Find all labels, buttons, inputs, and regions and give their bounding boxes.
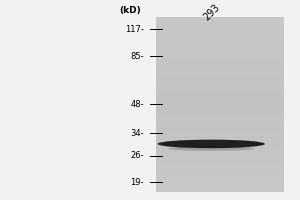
Bar bbox=[156, 70, 284, 73]
Bar bbox=[156, 61, 284, 64]
Bar bbox=[156, 104, 284, 107]
Bar bbox=[156, 46, 284, 49]
Bar bbox=[156, 20, 284, 23]
Bar bbox=[156, 38, 284, 41]
Bar bbox=[156, 186, 284, 189]
Bar bbox=[156, 35, 284, 38]
Bar bbox=[156, 134, 284, 136]
Text: 19-: 19- bbox=[130, 178, 144, 187]
Bar bbox=[156, 87, 284, 90]
Bar bbox=[156, 174, 284, 177]
Bar bbox=[156, 84, 284, 87]
Text: 48-: 48- bbox=[130, 100, 144, 109]
Text: 34-: 34- bbox=[130, 129, 144, 138]
Bar bbox=[156, 75, 284, 78]
Bar bbox=[156, 49, 284, 52]
Bar bbox=[156, 139, 284, 142]
Bar bbox=[156, 160, 284, 163]
Bar bbox=[156, 183, 284, 186]
Bar bbox=[156, 168, 284, 171]
Bar bbox=[156, 73, 284, 75]
Bar bbox=[156, 131, 284, 134]
Bar bbox=[156, 90, 284, 93]
Bar bbox=[156, 81, 284, 84]
Bar bbox=[156, 23, 284, 26]
Bar bbox=[156, 93, 284, 96]
Text: 117-: 117- bbox=[125, 25, 144, 34]
Bar bbox=[156, 99, 284, 102]
Text: 26-: 26- bbox=[130, 151, 144, 160]
Bar bbox=[156, 41, 284, 43]
Bar bbox=[156, 180, 284, 183]
Bar bbox=[156, 67, 284, 70]
Bar bbox=[156, 189, 284, 192]
Bar bbox=[156, 122, 284, 125]
Bar bbox=[156, 119, 284, 122]
Text: 293: 293 bbox=[202, 2, 222, 22]
Bar bbox=[156, 26, 284, 29]
Bar bbox=[156, 163, 284, 166]
Bar bbox=[156, 55, 284, 58]
Bar bbox=[156, 96, 284, 99]
Bar bbox=[156, 177, 284, 180]
Bar bbox=[156, 78, 284, 81]
Bar bbox=[156, 151, 284, 154]
Bar bbox=[156, 171, 284, 174]
Ellipse shape bbox=[168, 146, 254, 151]
Bar bbox=[156, 136, 284, 139]
Bar bbox=[156, 154, 284, 157]
Bar bbox=[156, 166, 284, 168]
Bar bbox=[156, 157, 284, 160]
Bar bbox=[156, 107, 284, 110]
Bar bbox=[156, 32, 284, 35]
Text: (kD): (kD) bbox=[119, 6, 141, 15]
Bar bbox=[156, 52, 284, 55]
Bar bbox=[156, 110, 284, 113]
Bar bbox=[156, 116, 284, 119]
Bar bbox=[156, 102, 284, 104]
Bar bbox=[156, 17, 284, 20]
Bar bbox=[156, 148, 284, 151]
Bar bbox=[156, 128, 284, 131]
Ellipse shape bbox=[158, 140, 265, 148]
Bar bbox=[156, 64, 284, 67]
Bar bbox=[156, 43, 284, 46]
Bar bbox=[156, 145, 284, 148]
Bar bbox=[156, 142, 284, 145]
Bar bbox=[156, 125, 284, 128]
Bar bbox=[156, 58, 284, 61]
Bar bbox=[156, 113, 284, 116]
Bar bbox=[156, 29, 284, 32]
Text: 85-: 85- bbox=[130, 52, 144, 61]
